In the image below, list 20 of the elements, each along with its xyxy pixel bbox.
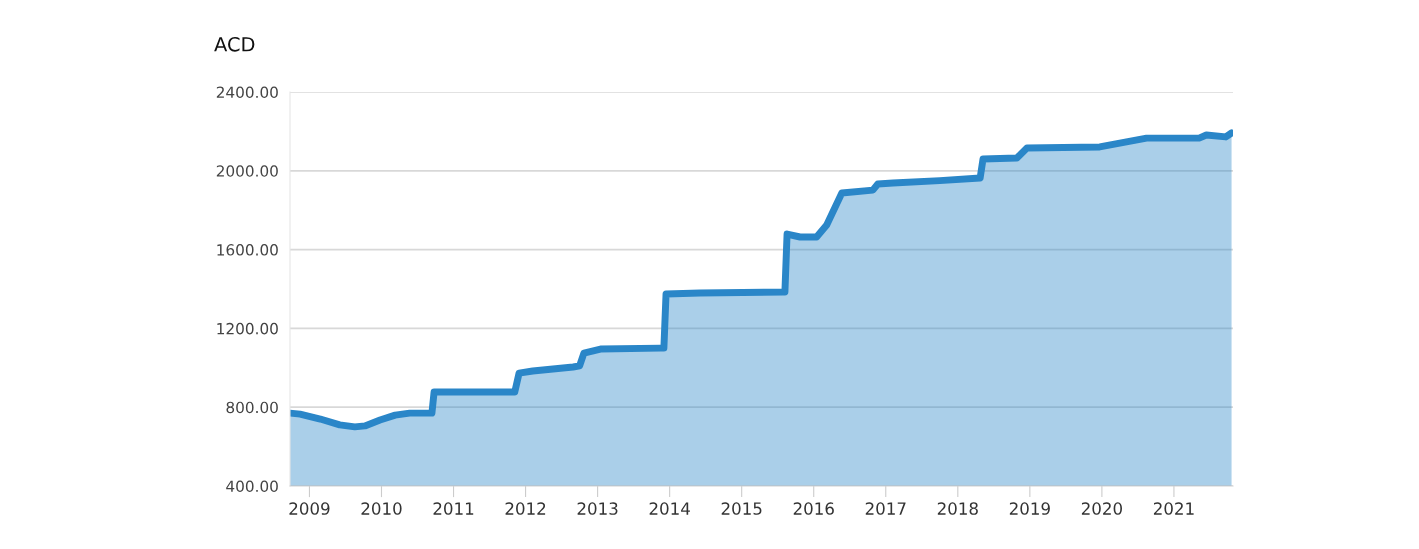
x-tick-label: 2014 xyxy=(649,502,690,515)
x-tick-label: 2021 xyxy=(1153,502,1194,515)
x-tick-label: 2009 xyxy=(289,502,330,515)
x-tick-label: 2012 xyxy=(505,502,546,515)
x-tick-label: 2018 xyxy=(937,502,978,515)
x-tick-label: 2020 xyxy=(1081,502,1122,515)
y-tick-label: 1600.00 xyxy=(217,244,278,256)
y-tick-label: 2000.00 xyxy=(216,165,278,177)
x-tick-label: 2011 xyxy=(433,502,474,515)
x-tick-label: 2013 xyxy=(577,502,618,515)
x-tick-label: 2017 xyxy=(865,502,906,515)
y-axis-title: ACD xyxy=(214,36,255,52)
x-tick-label: 2019 xyxy=(1009,502,1050,515)
x-tick-label: 2015 xyxy=(721,502,762,515)
y-tick-label: 400.00 xyxy=(226,480,278,493)
x-tick-label: 2010 xyxy=(361,502,402,515)
x-tick-label: 2016 xyxy=(793,502,834,515)
y-tick-label: 800.00 xyxy=(226,401,278,414)
y-tick-label: 1200.00 xyxy=(217,322,278,335)
y-tick-label: 2400.00 xyxy=(216,86,278,99)
